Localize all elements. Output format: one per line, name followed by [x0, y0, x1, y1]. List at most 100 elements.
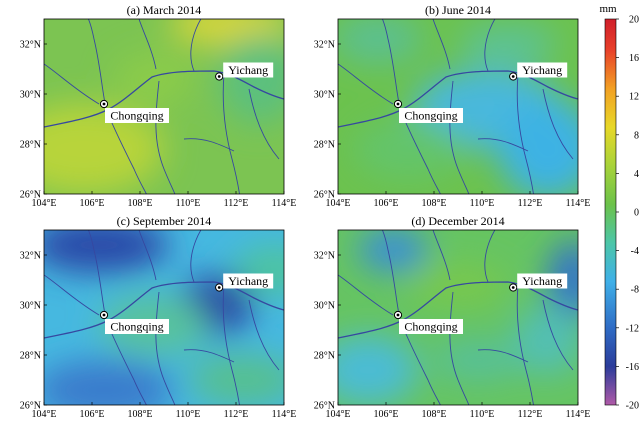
lat-tick-label: 26°N: [20, 190, 41, 201]
lon-tick-label: 108°E: [127, 409, 152, 420]
city-chongqing: Chongqing: [99, 310, 169, 334]
map-frame: [43, 18, 285, 195]
colorbar: mm 20 16 12 8 4 0 -4 -8 -12 -16 -20: [599, 3, 639, 412]
axis-ticks: 104°E 106°E 108°E 110°E 112°E 114°E 32°N 30°N 28…: [20, 40, 591, 421]
panel-c: [43, 229, 285, 406]
map-frame: [337, 18, 579, 195]
city-label-bg: [223, 62, 274, 78]
city-label: Yichang: [522, 63, 562, 77]
lat-tick-label: 30°N: [314, 301, 335, 312]
map-frame: [337, 229, 579, 406]
city-label: Chongqing: [404, 109, 457, 123]
lat-tick-label: 32°N: [20, 251, 41, 262]
city-label-bg: [223, 273, 274, 289]
panel-title-c: (c) September 2014: [117, 214, 212, 228]
city-label: Chongqing: [110, 109, 163, 123]
city-label-bg: [105, 319, 169, 334]
colorbar-ticks: 20 16 12 8 4 0 -4 -8 -12 -16 -20: [616, 15, 639, 412]
lon-tick-label: 108°E: [421, 198, 446, 209]
lat-tick-label: 28°N: [314, 140, 335, 151]
city-marker-dot: [396, 102, 400, 106]
lat-tick-label: 30°N: [20, 301, 41, 312]
city-marker-dot: [102, 102, 106, 106]
lon-tick-label: 110°E: [176, 409, 201, 420]
lon-tick-label: 108°E: [421, 409, 446, 420]
city-chongqing: Chongqing: [393, 99, 463, 123]
map-area: [338, 230, 578, 405]
lon-tick-label: 110°E: [470, 409, 495, 420]
panel-title-b: (b) June 2014: [425, 3, 491, 17]
city-marker-dot: [511, 75, 515, 78]
panel-a: [43, 18, 285, 195]
lat-tick-label: 28°N: [20, 140, 41, 151]
city-chongqing: Chongqing: [393, 310, 463, 334]
colorbar-tick-label: 8: [634, 130, 639, 141]
city-label-bg: [399, 108, 463, 123]
colorbar-tick-label: -4: [631, 246, 639, 257]
city-yichang: Yichang: [509, 62, 568, 81]
colorbar-tick-label: 16: [629, 53, 639, 64]
city-label: Chongqing: [110, 320, 163, 334]
city-marker-dot: [396, 313, 400, 317]
lat-tick-label: 32°N: [20, 40, 41, 51]
lon-tick-label: 112°E: [224, 198, 249, 209]
lon-tick-label: 112°E: [518, 409, 543, 420]
map-frame: [43, 229, 285, 406]
colorbar-unit: mm: [599, 3, 617, 15]
lon-tick-label: 114°E: [272, 409, 297, 420]
lon-tick-label: 104°E: [325, 409, 350, 420]
city-marker-dot: [217, 286, 221, 289]
lon-tick-label: 106°E: [79, 409, 104, 420]
colorbar-tick-label: -20: [626, 401, 639, 412]
lon-tick-label: 112°E: [224, 409, 249, 420]
lon-tick-label: 110°E: [470, 198, 495, 209]
lat-tick-label: 30°N: [314, 90, 335, 101]
colorbar-tick-label: -16: [626, 362, 639, 373]
lon-tick-label: 114°E: [566, 198, 591, 209]
colorbar-tick-label: -12: [626, 323, 639, 334]
panel-title-d: (d) December 2014: [411, 214, 504, 228]
city-label: Chongqing: [404, 320, 457, 334]
city-label-bg: [517, 273, 568, 289]
lon-tick-label: 108°E: [127, 198, 152, 209]
city-yichang: Yichang: [215, 273, 274, 292]
panel-d: [337, 229, 579, 406]
lon-tick-label: 110°E: [176, 198, 201, 209]
city-marker-dot: [217, 75, 221, 78]
city-label: Yichang: [228, 274, 268, 288]
city-chongqing: Chongqing: [99, 99, 169, 123]
lon-tick-label: 114°E: [272, 198, 297, 209]
city-yichang: Yichang: [215, 62, 274, 81]
colorbar-tick-label: 0: [634, 208, 639, 219]
lon-tick-label: 106°E: [373, 198, 398, 209]
lat-tick-label: 26°N: [20, 401, 41, 412]
colorbar-ramp: [604, 18, 617, 406]
lon-tick-label: 106°E: [79, 198, 104, 209]
lat-tick-label: 32°N: [314, 251, 335, 262]
city-label-bg: [399, 319, 463, 334]
city-label: Yichang: [228, 63, 268, 77]
city-marker-dot: [102, 313, 106, 317]
lat-tick-label: 28°N: [20, 351, 41, 362]
lon-tick-label: 104°E: [31, 198, 56, 209]
lat-tick-label: 30°N: [20, 90, 41, 101]
panel-title-a: (a) March 2014: [127, 3, 202, 17]
lon-tick-label: 106°E: [373, 409, 398, 420]
colorbar-tick-label: 20: [629, 15, 639, 26]
map-area: [338, 19, 578, 194]
colorbar-tick-label: 12: [629, 92, 639, 103]
lat-tick-label: 26°N: [314, 190, 335, 201]
map-area: [44, 230, 284, 405]
city-marker-dot: [511, 286, 515, 289]
lon-tick-label: 114°E: [566, 409, 591, 420]
lon-tick-label: 104°E: [31, 409, 56, 420]
colorbar-tick-label: -8: [631, 285, 639, 296]
panel-b: [337, 18, 579, 195]
city-markers: Chongqing Yichang Chongqing Yichang Chongqin…: [99, 62, 568, 334]
lat-tick-label: 28°N: [314, 351, 335, 362]
map-area: [44, 19, 284, 194]
city-yichang: Yichang: [509, 273, 568, 292]
lon-tick-label: 112°E: [518, 198, 543, 209]
lon-tick-label: 104°E: [325, 198, 350, 209]
city-label-bg: [517, 62, 568, 78]
